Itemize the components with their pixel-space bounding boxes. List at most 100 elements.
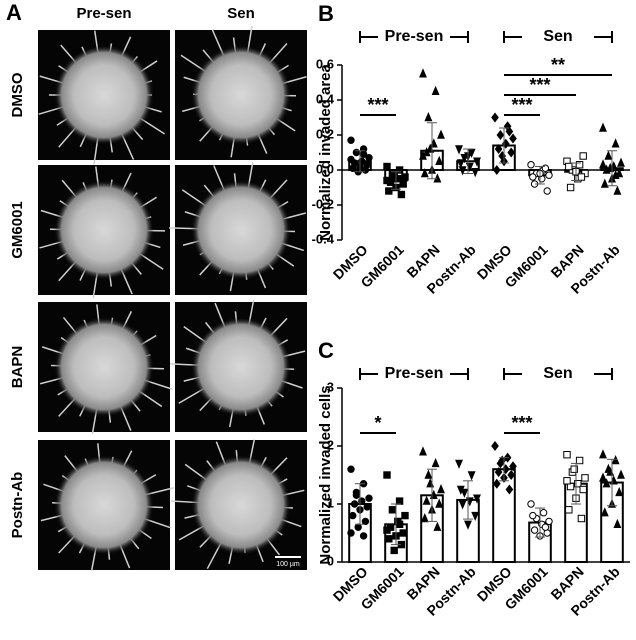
data-point	[363, 503, 371, 511]
data-point	[577, 173, 586, 181]
data-point	[399, 529, 407, 537]
data-point	[350, 500, 359, 508]
y-axis-label: Normalized invaded area	[317, 63, 334, 240]
data-point	[424, 112, 433, 122]
data-point	[505, 484, 514, 495]
data-point	[509, 133, 517, 144]
significance-label: *	[374, 413, 381, 433]
data-point	[395, 520, 404, 528]
y-tick-label: 2	[327, 437, 334, 452]
y-tick-label: 0	[327, 553, 334, 568]
data-point	[419, 150, 427, 160]
data-point	[458, 166, 467, 176]
data-point	[395, 497, 404, 505]
y-axis-label: Normalized invaded cells	[317, 385, 334, 564]
data-point	[570, 465, 578, 473]
data-point	[529, 511, 537, 520]
group-label-bg	[378, 27, 450, 47]
data-point	[611, 138, 620, 148]
data-point	[617, 157, 625, 167]
data-point	[600, 507, 609, 517]
data-point	[613, 518, 622, 528]
data-point	[494, 143, 503, 155]
row-label: DMSO	[9, 72, 26, 117]
data-point	[435, 498, 444, 508]
data-point	[602, 478, 611, 488]
data-point	[545, 517, 553, 526]
data-point	[347, 155, 355, 164]
data-point	[420, 168, 429, 178]
row-label: BAPN	[9, 346, 26, 389]
y-tick-label: 1	[327, 495, 334, 510]
data-point	[575, 456, 584, 465]
column-label: Sen	[227, 5, 255, 22]
group-label: Pre-sen	[385, 28, 444, 45]
data-point	[365, 154, 373, 162]
data-point	[563, 477, 571, 485]
data-point	[424, 469, 433, 479]
group-label-bg	[378, 364, 450, 384]
data-point	[437, 129, 445, 139]
scale-bar	[275, 556, 301, 558]
group-label: Sen	[543, 365, 572, 382]
significance-label: ***	[367, 95, 388, 115]
spheroid	[191, 455, 291, 555]
data-point	[349, 511, 357, 520]
data-point	[395, 166, 404, 174]
data-point	[566, 183, 575, 192]
data-point	[494, 467, 503, 478]
data-point	[359, 150, 368, 158]
group-label-bg	[522, 364, 594, 384]
data-point	[611, 455, 620, 465]
data-point	[611, 169, 620, 179]
group-label: Sen	[543, 28, 572, 45]
data-point	[433, 521, 442, 531]
column-label: Pre-sen	[76, 5, 131, 22]
y-tick-label: 0.0	[316, 161, 334, 176]
scale-bar-label: 100 µm	[276, 561, 300, 568]
data-point	[545, 171, 553, 179]
data-point	[385, 187, 393, 195]
significance-label: ***	[511, 95, 532, 115]
data-point	[496, 129, 505, 141]
data-point	[383, 471, 391, 479]
data-point	[361, 517, 370, 526]
data-point	[604, 150, 613, 160]
data-point	[471, 168, 480, 178]
panel-label: B	[318, 1, 334, 26]
data-point	[397, 190, 406, 199]
data-point	[543, 187, 551, 195]
y-tick-label: 0.6	[316, 56, 334, 71]
group-label-bg	[522, 27, 594, 47]
spheroid	[54, 45, 154, 145]
data-point	[365, 494, 373, 502]
data-point	[354, 523, 362, 531]
y-tick-label: -0.4	[312, 231, 335, 246]
data-point	[492, 164, 501, 176]
data-point	[456, 485, 465, 495]
data-point	[491, 440, 499, 452]
data-point	[599, 472, 607, 482]
data-point	[509, 461, 517, 472]
data-point	[579, 152, 587, 160]
data-point	[581, 474, 589, 482]
data-point	[383, 526, 391, 534]
data-point	[507, 469, 516, 481]
data-point	[615, 486, 624, 497]
spheroid	[54, 317, 154, 417]
data-point	[401, 173, 409, 181]
spheroid	[54, 455, 154, 555]
significance-label: **	[551, 55, 565, 75]
data-point	[530, 526, 539, 534]
data-point	[390, 546, 398, 555]
data-point	[385, 535, 393, 543]
data-point	[505, 126, 514, 137]
data-point	[352, 491, 361, 499]
data-point	[617, 469, 625, 479]
data-point	[539, 509, 548, 517]
data-point	[347, 465, 355, 473]
spheroid	[191, 317, 291, 417]
data-point	[420, 513, 429, 523]
data-point	[467, 471, 476, 481]
data-point	[431, 85, 440, 95]
